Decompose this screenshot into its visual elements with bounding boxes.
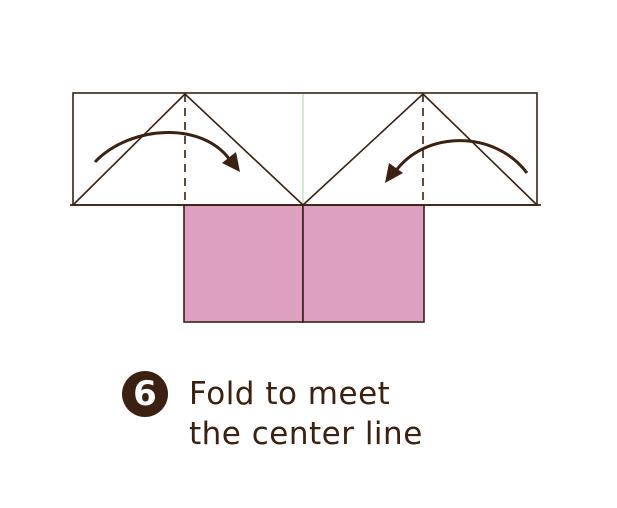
- step-number-badge: 6: [122, 371, 168, 417]
- step-instruction: Fold to meet the center line: [189, 374, 423, 454]
- pink-square-left: [183, 204, 304, 323]
- instruction-line-1: Fold to meet: [189, 376, 391, 412]
- fold-arrow-left-icon: [93, 131, 240, 172]
- diagonal-fold-lines: [72, 92, 538, 207]
- pink-square-right: [302, 204, 425, 323]
- paper-strip: [72, 92, 538, 206]
- fold-arrow-right-icon: [385, 139, 529, 183]
- instruction-line-2: the center line: [189, 416, 423, 452]
